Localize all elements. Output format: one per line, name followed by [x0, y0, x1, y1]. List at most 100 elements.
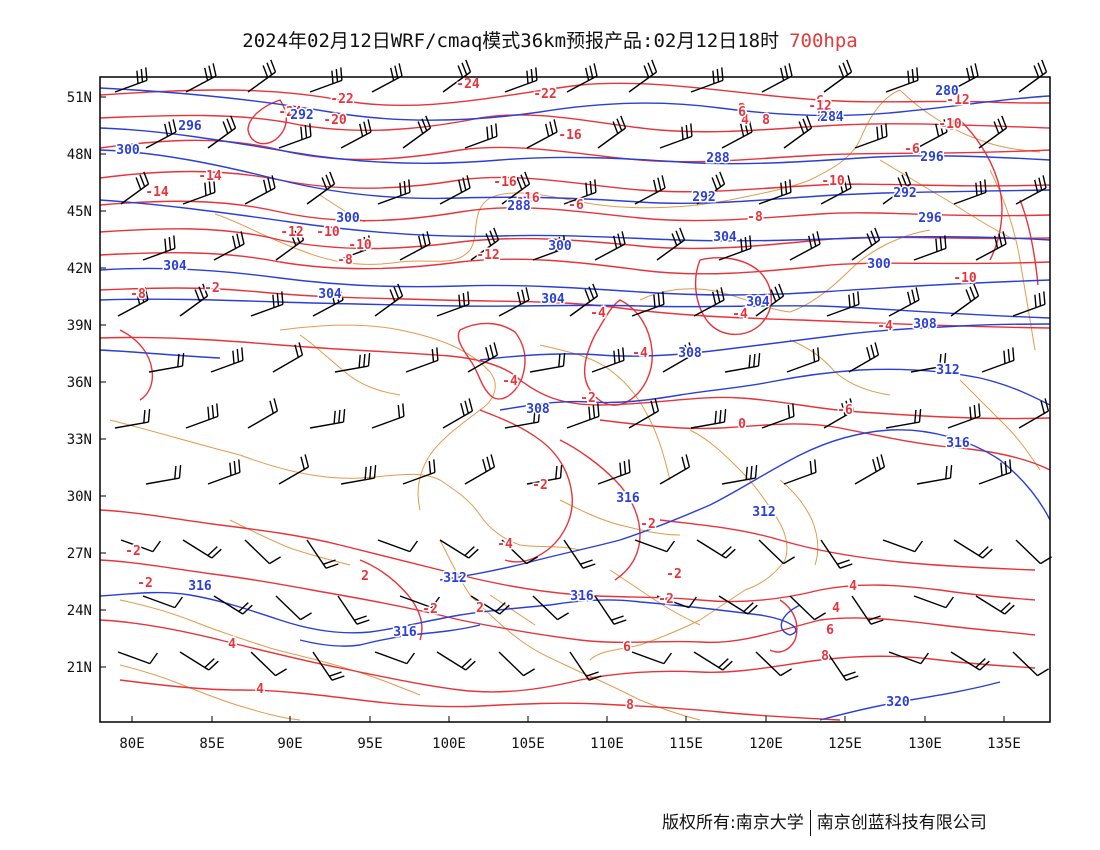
- wind-barb: [634, 175, 666, 205]
- wind-barb: [272, 342, 304, 373]
- wind-barb: [182, 179, 216, 205]
- wind-barb: [526, 119, 558, 149]
- lon-tick: 135E: [987, 716, 1021, 752]
- height-label-layer: 2962923002883002842923003043003043083043…: [115, 83, 972, 712]
- wind-barb: [182, 539, 222, 559]
- temperature-label: 4: [256, 682, 264, 697]
- wind-barb: [826, 651, 859, 681]
- wind-barb: [1015, 539, 1052, 565]
- wind-barb: [442, 59, 472, 93]
- wind-barb: [114, 67, 148, 93]
- height-label: 292: [893, 186, 916, 201]
- chart-title: 2024年02月12日WRF/cmaq模式36km预报产品:02月12日18时 7…: [0, 26, 1100, 53]
- title-main: 2024年02月12日WRF/cmaq模式36km预报产品:02月12日18时: [242, 30, 780, 52]
- lat-tick-label: 27N: [67, 546, 92, 562]
- lon-tick-label: 90E: [277, 736, 302, 752]
- wind-barb: [783, 115, 813, 149]
- wind-barb: [377, 179, 411, 205]
- wind-barb: [755, 651, 792, 677]
- wind-barb: [631, 651, 672, 665]
- lon-tick: 100E: [432, 716, 466, 752]
- wind-barb: [1018, 59, 1048, 93]
- lat-tick: 21N: [67, 660, 106, 676]
- height-label: 304: [318, 287, 342, 302]
- lon-tick-label: 85E: [199, 736, 224, 752]
- wind-barb: [275, 227, 305, 261]
- lat-tick: 24N: [67, 603, 106, 619]
- lat-tick: 51N: [67, 90, 106, 106]
- temperature-label: -12: [476, 248, 499, 263]
- wind-barb: [207, 115, 237, 149]
- height-label: 304: [746, 295, 770, 310]
- wind-barb: [467, 342, 499, 373]
- wind-barb: [566, 403, 600, 429]
- wind-barb: [885, 409, 922, 429]
- wind-barb: [309, 409, 346, 429]
- lon-tick-label: 105E: [511, 736, 545, 752]
- lon-tick: 85E: [199, 716, 225, 752]
- wind-barb: [913, 235, 947, 261]
- wind-barb: [569, 651, 602, 681]
- credit-company: 南京创蓝科技有限公司: [816, 813, 987, 833]
- lon-tick: 125E: [828, 716, 862, 752]
- temperature-label: -12: [946, 93, 969, 108]
- wind-barb: [498, 287, 530, 317]
- height-label: 316: [616, 491, 640, 506]
- lat-tick-label: 36N: [67, 375, 92, 391]
- wind-barb: [464, 454, 496, 485]
- temperature-label: -24: [278, 105, 302, 120]
- wind-barb: [148, 353, 185, 373]
- wind-barb: [761, 403, 795, 429]
- wind-barb: [278, 454, 310, 485]
- height-label: 320: [886, 695, 910, 710]
- wind-barb: [306, 539, 339, 569]
- wind-barb: [566, 63, 598, 93]
- height-label: 312: [443, 571, 466, 586]
- lon-tick-label: 110E: [590, 736, 624, 752]
- height-label: 316: [188, 579, 212, 594]
- wind-barb: [337, 235, 371, 261]
- temperature-label: -8: [747, 210, 763, 225]
- wind-barb: [120, 171, 150, 205]
- wind-barb: [854, 123, 888, 149]
- temperature-label: -4: [497, 537, 513, 552]
- wind-barb: [405, 347, 439, 373]
- wind-barb: [179, 651, 219, 671]
- wind-barb: [916, 465, 953, 485]
- temperature-label: -10: [953, 271, 977, 286]
- lon-tick-label: 115E: [669, 736, 703, 752]
- wind-barb: [275, 595, 312, 621]
- wind-barb: [851, 595, 884, 625]
- wind-barb: [913, 595, 954, 609]
- lon-tick-label: 95E: [357, 736, 382, 752]
- wind-barb: [374, 283, 404, 317]
- temperature-label: -6: [837, 403, 853, 418]
- wind-barb: [185, 403, 219, 429]
- height-label: 304: [713, 230, 737, 245]
- wind-barb: [885, 67, 919, 93]
- wind-barb: [721, 465, 758, 485]
- copyright-credit: 版权所有:南京大学 南京创蓝科技有限公司: [662, 808, 987, 836]
- wind-barb: [882, 539, 923, 553]
- lon-tick: 80E: [119, 716, 145, 752]
- wind-barb: [501, 171, 531, 205]
- height-label: 296: [918, 211, 942, 226]
- lat-tick: 39N: [67, 318, 106, 334]
- lat-tick-label: 21N: [67, 660, 92, 676]
- height-label: 296: [178, 119, 202, 134]
- lon-tick-label: 135E: [987, 736, 1021, 752]
- temperature-label: -4: [590, 306, 606, 321]
- temperature-label: 2: [738, 102, 746, 117]
- temperature-label: -2: [137, 576, 153, 591]
- wind-barb: [724, 353, 761, 373]
- wind-barb: [789, 231, 821, 261]
- temperature-label: -16: [558, 128, 582, 143]
- temperature-label: -2: [658, 592, 674, 607]
- lon-tick-label: 100E: [432, 736, 466, 752]
- wind-barb: [142, 235, 176, 261]
- wind-barb: [142, 595, 183, 609]
- temperature-label: -4: [502, 374, 518, 389]
- wind-barb: [1012, 651, 1049, 677]
- wind-barb: [888, 287, 920, 317]
- temperature-label: 6: [816, 94, 824, 109]
